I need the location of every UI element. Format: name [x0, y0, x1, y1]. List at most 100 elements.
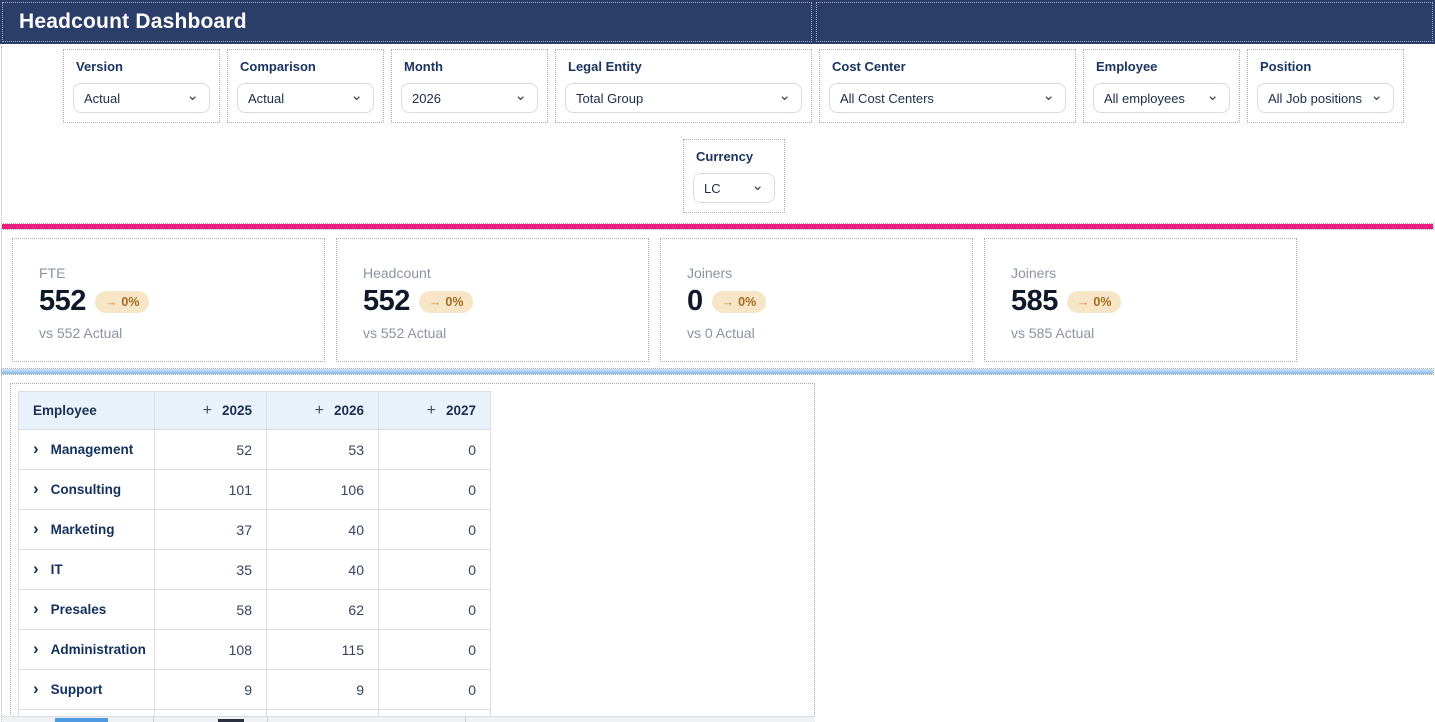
cell-2027[interactable]: 0 [379, 550, 491, 590]
cell-2026[interactable]: 40 [267, 550, 379, 590]
headcount-table: Employee + 2025 + 2026 [18, 391, 491, 722]
table-row-it: › IT 35 40 0 [19, 550, 491, 590]
strip-separator [465, 717, 466, 722]
filter-label: Legal Entity [568, 59, 802, 74]
version-dropdown[interactable]: Actual ⌄ [73, 83, 210, 113]
cell-2027[interactable]: 0 [379, 590, 491, 630]
currency-dropdown[interactable]: LC ⌄ [693, 173, 775, 203]
kpi-row: FTE 552 → 0% vs 552 Actual Headcount 552… [0, 230, 1435, 368]
variance-percent: 0% [1093, 295, 1111, 309]
cell-2026[interactable]: 9 [267, 670, 379, 710]
row-label: Administration [51, 642, 146, 657]
headcount-table-widget: Employee + 2025 + 2026 [10, 383, 815, 722]
cell-2027[interactable]: 0 [379, 630, 491, 670]
cell-2025[interactable]: 108 [155, 630, 267, 670]
month-dropdown[interactable]: 2026 ⌄ [401, 83, 538, 113]
expand-column-icon[interactable]: + [203, 403, 212, 419]
cell-2027[interactable]: 0 [379, 430, 491, 470]
position-dropdown[interactable]: All Job positions ⌄ [1257, 83, 1394, 113]
kpi-label: Headcount [363, 265, 648, 281]
kpi-comparison: vs 585 Actual [1011, 325, 1296, 341]
legal-entity-dropdown[interactable]: Total Group ⌄ [565, 83, 802, 113]
chevron-down-icon: ⌄ [1206, 91, 1219, 101]
chevron-down-icon: ⌄ [1370, 91, 1383, 101]
kpi-card-joiners: Joiners 0 → 0% vs 0 Actual [660, 238, 973, 362]
expand-row-icon[interactable]: › [33, 440, 39, 457]
column-year-label: 2025 [222, 403, 252, 418]
cost-center-dropdown[interactable]: All Cost Centers ⌄ [829, 83, 1066, 113]
kpi-variance-badge: → 0% [712, 291, 767, 313]
chevron-down-icon: ⌄ [1042, 91, 1055, 101]
table-row-presales: › Presales 58 62 0 [19, 590, 491, 630]
chevron-down-icon: ⌄ [751, 181, 764, 191]
row-label: Presales [51, 602, 107, 617]
kpi-comparison: vs 0 Actual [687, 325, 972, 341]
position-value: All Job positions [1268, 91, 1362, 106]
expand-row-icon[interactable]: › [33, 480, 39, 497]
cell-2025[interactable]: 58 [155, 590, 267, 630]
table-row-support: › Support 9 9 0 [19, 670, 491, 710]
cell-2025[interactable]: 35 [155, 550, 267, 590]
strip-separator [153, 717, 154, 722]
chevron-down-icon: ⌄ [350, 91, 363, 101]
trend-arrow-icon: → [1077, 295, 1090, 309]
cell-2025[interactable]: 9 [155, 670, 267, 710]
expand-row-icon[interactable]: › [33, 640, 39, 657]
divider-widget-blue [1, 368, 1434, 375]
blue-divider [2, 369, 1433, 374]
column-header-2025: + 2025 [155, 392, 267, 430]
cell-2026[interactable]: 106 [267, 470, 379, 510]
kpi-card-joiners-2: Joiners 585 → 0% vs 585 Actual [984, 238, 1297, 362]
filter-label: Position [1260, 59, 1394, 74]
expand-row-icon[interactable]: › [33, 600, 39, 617]
app-header: Headcount Dashboard [0, 0, 1435, 44]
trend-arrow-icon: → [105, 295, 118, 309]
horizontal-scrollbar-thumb[interactable] [55, 718, 108, 722]
cell-2025[interactable]: 52 [155, 430, 267, 470]
filter-widget-currency: Currency LC ⌄ [683, 139, 785, 213]
cell-2027[interactable]: 0 [379, 670, 491, 710]
expand-row-icon[interactable]: › [33, 520, 39, 537]
employee-value: All employees [1104, 91, 1185, 106]
cell-2027[interactable]: 0 [379, 510, 491, 550]
table-row-marketing: › Marketing 37 40 0 [19, 510, 491, 550]
cell-2026[interactable]: 115 [267, 630, 379, 670]
version-value: Actual [84, 91, 120, 106]
comparison-dropdown[interactable]: Actual ⌄ [237, 83, 374, 113]
month-value: 2026 [412, 91, 441, 106]
filter-widget-version: Version Actual ⌄ [63, 49, 220, 123]
column-header-2027: + 2027 [379, 392, 491, 430]
row-label: Consulting [51, 482, 122, 497]
cost-center-value: All Cost Centers [840, 91, 934, 106]
column-year-label: 2026 [334, 403, 364, 418]
row-label: Management [51, 442, 134, 457]
expand-row-icon[interactable]: › [33, 680, 39, 697]
currency-row: Currency LC ⌄ [0, 127, 1435, 223]
kpi-card-headcount: Headcount 552 → 0% vs 552 Actual [336, 238, 649, 362]
employee-dropdown[interactable]: All employees ⌄ [1093, 83, 1230, 113]
row-label: Support [51, 682, 103, 697]
expand-column-icon[interactable]: + [315, 403, 324, 419]
kpi-variance-badge: → 0% [95, 291, 150, 313]
header-empty-widget [816, 2, 1433, 42]
row-label: IT [51, 562, 63, 577]
kpi-value: 552 [363, 285, 410, 318]
page-title: Headcount Dashboard [19, 10, 247, 34]
kpi-label: Joiners [687, 265, 972, 281]
table-header-row: Employee + 2025 + 2026 [19, 392, 491, 430]
expand-column-icon[interactable]: + [427, 403, 436, 419]
filter-label: Comparison [240, 59, 374, 74]
cell-2026[interactable]: 62 [267, 590, 379, 630]
cell-2025[interactable]: 101 [155, 470, 267, 510]
cell-2026[interactable]: 53 [267, 430, 379, 470]
cell-2026[interactable]: 40 [267, 510, 379, 550]
filter-bar: Version Actual ⌄ Comparison Actual ⌄ Mon… [0, 44, 1435, 127]
expand-row-icon[interactable]: › [33, 560, 39, 577]
filter-widget-comparison: Comparison Actual ⌄ [227, 49, 384, 123]
cell-2025[interactable]: 37 [155, 510, 267, 550]
column-header-2026: + 2026 [267, 392, 379, 430]
trend-arrow-icon: → [722, 295, 735, 309]
cell-2027[interactable]: 0 [379, 470, 491, 510]
chevron-down-icon: ⌄ [778, 91, 791, 101]
chevron-down-icon: ⌄ [186, 91, 199, 101]
